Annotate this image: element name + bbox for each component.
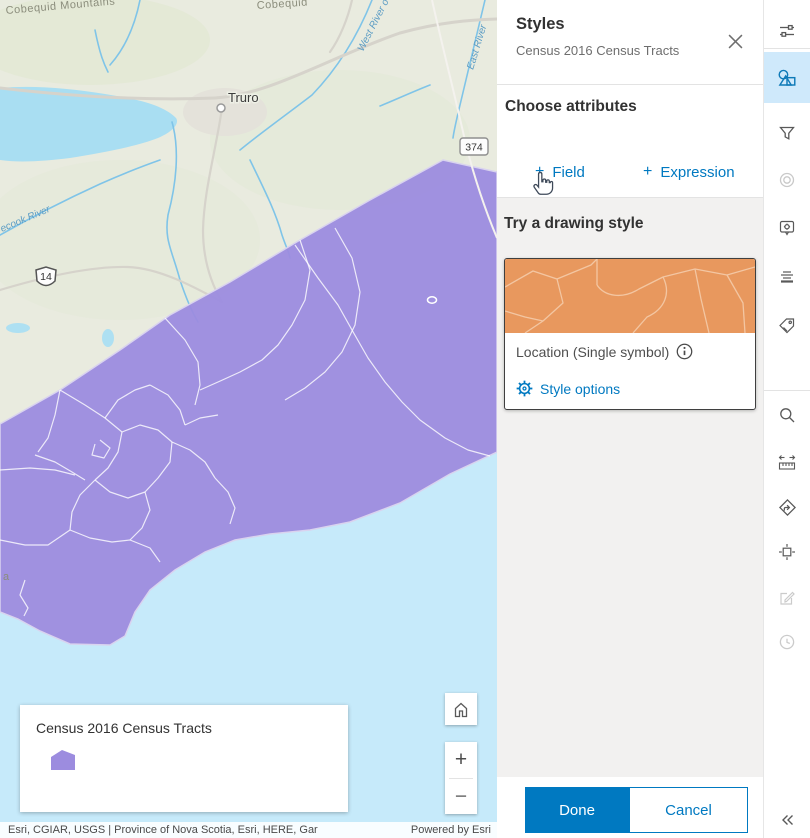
- add-expression-label: Expression: [660, 163, 735, 181]
- filter-button[interactable]: [764, 115, 810, 151]
- style-options-button[interactable]: Style options: [516, 380, 620, 397]
- collapse-panel-button[interactable]: [764, 802, 810, 838]
- drawing-style-section: Try a drawing style: [497, 198, 763, 777]
- census-tracts-layer: [0, 159, 497, 646]
- bay-water: [0, 86, 178, 162]
- turn-arrow-icon: [778, 498, 796, 516]
- popup-gear-icon: [779, 220, 795, 236]
- popups-button[interactable]: [764, 210, 810, 246]
- text-lines-icon: [781, 271, 793, 283]
- gear-icon: [516, 380, 533, 397]
- route-374-shield: 374: [459, 137, 489, 156]
- fields-button[interactable]: [764, 259, 810, 295]
- close-button[interactable]: [725, 31, 745, 51]
- time-button[interactable]: [764, 624, 810, 660]
- style-card-thumbnail: [505, 259, 755, 333]
- map-canvas[interactable]: Cobequid Mountains Cobequid West River o…: [0, 0, 497, 838]
- labels-button[interactable]: [764, 308, 810, 344]
- add-expression-button[interactable]: + Expression: [643, 163, 735, 181]
- attribution-sources: Esri, CGIAR, USGS | Province of Nova Sco…: [8, 824, 318, 836]
- panel-title: Styles: [516, 15, 565, 33]
- home-icon: [454, 702, 468, 718]
- styles-panel: Styles Census 2016 Census Tracts Choose …: [497, 0, 763, 838]
- zoom-control: + −: [445, 742, 477, 814]
- add-field-label: Field: [552, 163, 585, 181]
- cancel-button[interactable]: Cancel: [629, 787, 748, 833]
- town-marker: [216, 103, 226, 113]
- my-location-button[interactable]: [764, 534, 810, 570]
- panel-footer: Done Cancel: [497, 777, 763, 838]
- map-label-edge: a: [3, 571, 10, 583]
- double-chevron-left-icon: [782, 815, 793, 825]
- tag-icon: [779, 318, 795, 334]
- home-button[interactable]: [445, 693, 477, 725]
- drawing-style-heading: Try a drawing style: [504, 215, 644, 232]
- clusters-icon: [779, 172, 795, 188]
- pencil-icon: [780, 591, 795, 605]
- section-divider: [497, 197, 763, 198]
- plus-icon: +: [535, 163, 545, 180]
- directions-button[interactable]: [764, 489, 810, 525]
- info-icon[interactable]: [676, 343, 693, 360]
- crosshair-icon: [779, 544, 795, 560]
- sliders-icon: [780, 24, 794, 37]
- header-divider: [497, 84, 763, 85]
- powered-by-esri: Powered by Esri: [410, 824, 491, 836]
- legend-card: Census 2016 Census Tracts: [20, 705, 348, 812]
- plus-icon: +: [643, 163, 653, 180]
- edit-button[interactable]: [764, 580, 810, 616]
- route-14-shield: 14: [35, 266, 57, 287]
- done-button[interactable]: Done: [525, 787, 629, 833]
- legend-swatch-polygon: [51, 750, 75, 770]
- map-label-cobequid: Cobequid: [256, 0, 308, 12]
- shapes-icon: [778, 69, 796, 86]
- tract-hole: [426, 296, 438, 304]
- legend-title: Census 2016 Census Tracts: [36, 720, 212, 736]
- toolbar-divider: [764, 390, 810, 391]
- right-toolbar: [763, 0, 810, 838]
- zoom-divider: [449, 778, 473, 779]
- choose-attributes-heading: Choose attributes: [505, 98, 637, 115]
- clock-icon: [779, 634, 795, 650]
- search-button[interactable]: [764, 397, 810, 433]
- attribution-bar: Esri, CGIAR, USGS | Province of Nova Sco…: [0, 822, 497, 838]
- svg-text:374: 374: [465, 142, 483, 154]
- map-label-truro: Truro: [228, 90, 259, 105]
- zoom-out-button[interactable]: −: [454, 785, 468, 808]
- style-options-label: Style options: [540, 380, 621, 397]
- properties-button[interactable]: [764, 13, 810, 49]
- magnifier-icon: [780, 408, 795, 423]
- funnel-icon: [779, 126, 795, 140]
- measure-button[interactable]: [764, 445, 810, 481]
- tract-boundaries: [0, 227, 491, 617]
- ruler-icon: [778, 455, 796, 470]
- styles-button-selected[interactable]: [764, 52, 810, 103]
- close-icon: [728, 34, 742, 48]
- zoom-in-button[interactable]: +: [454, 748, 468, 771]
- basemap: Cobequid Mountains Cobequid West River o…: [0, 0, 497, 838]
- style-card-location-single-symbol[interactable]: Location (Single symbol): [504, 258, 756, 410]
- aggregation-button[interactable]: [764, 162, 810, 198]
- add-field-button[interactable]: + Field: [535, 163, 585, 181]
- toolbar-divider: [764, 48, 810, 49]
- svg-text:14: 14: [40, 271, 52, 283]
- style-card-label: Location (Single symbol): [516, 343, 670, 360]
- panel-subtitle: Census 2016 Census Tracts: [516, 43, 680, 58]
